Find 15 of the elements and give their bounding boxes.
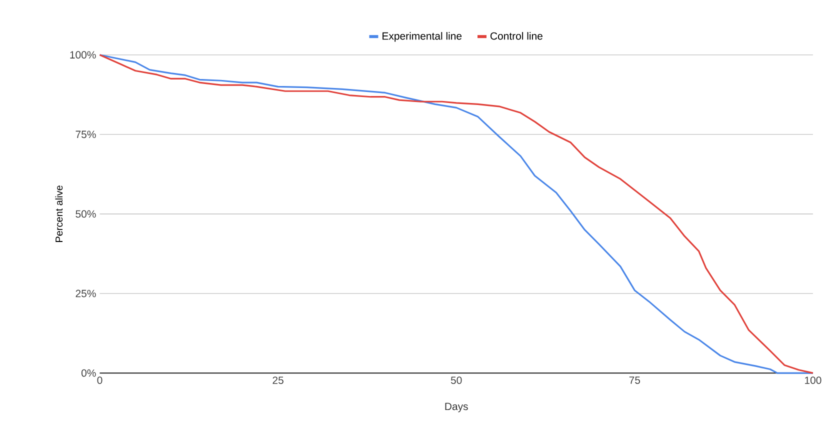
y-axis-title: Percent alive bbox=[55, 186, 63, 242]
legend-label: Experimental line bbox=[382, 32, 462, 42]
legend-label: Control line bbox=[490, 32, 542, 40]
y-tick-label: 75% bbox=[76, 130, 96, 138]
y-tick-label: 25% bbox=[76, 290, 96, 298]
line-series bbox=[98, 54, 814, 374]
x-tick-label: 25 bbox=[272, 376, 284, 384]
x-tick-label: 0 bbox=[97, 376, 102, 384]
y-tick-label: 100% bbox=[70, 51, 96, 59]
y-tick-label: 50% bbox=[76, 210, 96, 218]
x-tick-label: 100 bbox=[805, 376, 822, 384]
x-tick-label: 50 bbox=[450, 376, 462, 384]
x-tick-label: 75 bbox=[629, 376, 640, 384]
y-tick-label: 0% bbox=[81, 369, 96, 377]
x-axis-title: Days bbox=[445, 402, 468, 412]
